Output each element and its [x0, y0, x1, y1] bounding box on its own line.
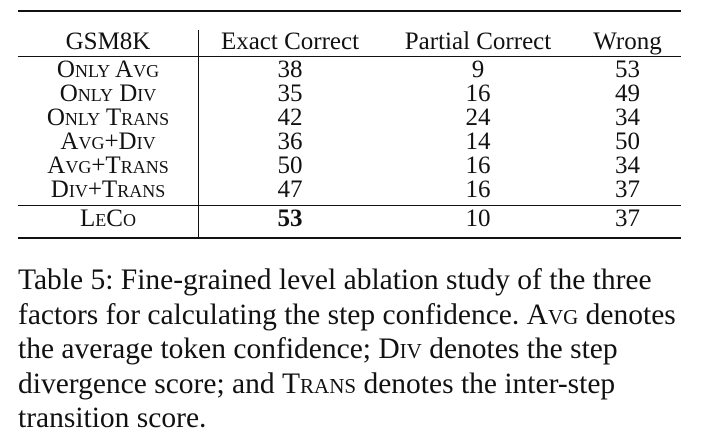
wrong-cell: 37 — [615, 176, 640, 203]
method-cell: Avg+Trans — [47, 152, 169, 179]
partial-correct-cell: 14 — [465, 128, 491, 155]
table-row: Avg+Div 36 14 50 — [18, 128, 681, 155]
method-cell: Only Trans — [46, 104, 170, 131]
table-row: Div+Trans 47 16 37 — [18, 176, 681, 203]
header-row: GSM8K Exact Correct Partial Correct Wron… — [18, 28, 681, 55]
column-divider — [198, 30, 199, 238]
method-cell: Only Avg — [56, 56, 160, 83]
partial-correct-cell: 16 — [465, 152, 491, 179]
wrong-cell: 37 — [615, 205, 640, 232]
mid-rule — [18, 205, 681, 206]
caption-line: Table 5: Fine-grained level ablation stu… — [18, 264, 652, 296]
table-row: Avg+Trans 50 16 34 — [18, 152, 681, 179]
method-cell: Div+Trans — [50, 176, 166, 203]
header-dataset: GSM8K — [65, 28, 151, 55]
method-name: Trans — [282, 367, 357, 400]
table-caption: Table 5: Fine-grained level ablation stu… — [18, 263, 698, 436]
wrong-cell: 49 — [615, 80, 640, 107]
header-wrong: Wrong — [593, 28, 662, 55]
table-row: Only Div 35 16 49 — [18, 80, 681, 107]
method-name: Div — [378, 333, 422, 365]
wrong-cell: 50 — [615, 128, 640, 155]
partial-correct-cell: 10 — [465, 205, 491, 232]
partial-correct-cell: 16 — [465, 176, 491, 203]
exact-correct-cell: 36 — [277, 128, 303, 155]
header-rule — [18, 56, 681, 57]
method-name: Avg — [526, 298, 579, 331]
caption-line: factors for calculating the step confide… — [18, 298, 676, 331]
wrong-cell: 34 — [615, 104, 640, 131]
top-rule — [18, 10, 681, 12]
caption-line: divergence score; and Trans denotes the … — [18, 367, 616, 400]
caption-line: the average token confidence; Div denote… — [18, 333, 618, 365]
caption-line: transition score. — [18, 402, 207, 434]
wrong-cell: 53 — [615, 56, 640, 83]
exact-correct-cell: 38 — [277, 56, 303, 83]
bottom-rule — [18, 237, 681, 239]
table-row: Only Avg 38 9 53 — [18, 56, 681, 83]
exact-correct-cell: 35 — [277, 80, 303, 107]
exact-correct-cell: 50 — [277, 152, 303, 179]
header-exact-correct: Exact Correct — [220, 28, 360, 55]
method-cell: Only Div — [59, 80, 157, 107]
exact-correct-cell: 47 — [277, 176, 303, 203]
partial-correct-cell: 9 — [471, 56, 485, 83]
table-row-leco: LeCo 53 10 37 — [18, 205, 681, 232]
exact-correct-cell: 42 — [277, 104, 303, 131]
table-row: Only Trans 42 24 34 — [18, 104, 681, 131]
method-cell: LeCo — [80, 205, 136, 232]
header-partial-correct: Partial Correct — [404, 28, 552, 55]
exact-correct-cell-best: 53 — [277, 205, 303, 232]
partial-correct-cell: 16 — [465, 80, 491, 107]
wrong-cell: 34 — [615, 152, 640, 179]
method-cell: Avg+Div — [60, 128, 156, 155]
partial-correct-cell: 24 — [465, 104, 491, 131]
